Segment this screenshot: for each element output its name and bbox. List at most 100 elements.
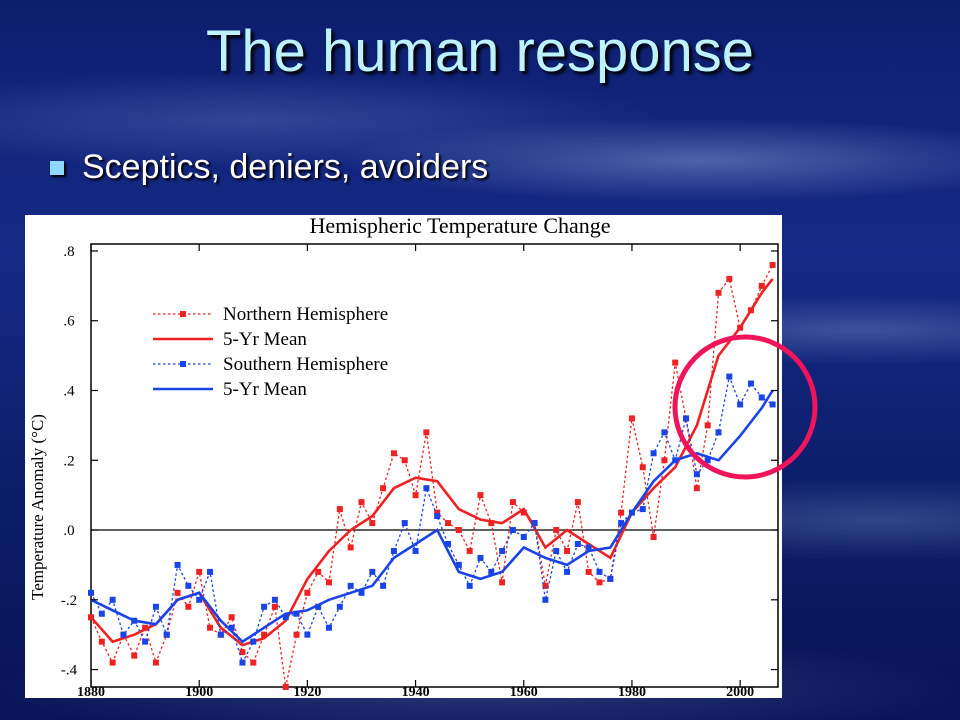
data-point-0	[596, 579, 603, 586]
data-point-2	[163, 631, 170, 638]
data-point-2	[618, 520, 625, 527]
data-point-0	[715, 289, 722, 296]
data-point-0	[282, 684, 289, 690]
y-tick-label: .8	[63, 244, 74, 260]
x-tick-label: 1980	[618, 685, 646, 698]
data-point-0	[261, 631, 268, 638]
data-point-2	[228, 624, 235, 631]
data-point-2	[217, 631, 224, 638]
data-point-2	[509, 527, 516, 534]
data-point-2	[412, 547, 419, 554]
y-tick-label: .6	[63, 314, 75, 330]
data-point-2	[531, 520, 538, 527]
x-tick-label: 1960	[510, 685, 538, 698]
data-point-2	[304, 631, 311, 638]
x-tick-label: 1900	[185, 685, 213, 698]
data-point-0	[401, 457, 408, 464]
data-point-2	[282, 614, 289, 621]
data-point-2	[434, 513, 441, 520]
data-point-2	[726, 373, 733, 380]
data-point-0	[142, 624, 149, 631]
data-point-0	[769, 261, 776, 268]
data-point-2	[142, 638, 149, 645]
legend-label: Southern Hemisphere	[223, 354, 388, 375]
y-tick-label: -.4	[61, 663, 78, 679]
chart-panel: Hemispheric Temperature Change Temperatu…	[25, 215, 782, 698]
data-point-0	[239, 649, 246, 656]
data-point-0	[553, 527, 560, 534]
legend-marker	[180, 311, 186, 317]
data-point-2	[488, 568, 495, 575]
data-point-2	[152, 603, 159, 610]
data-point-2	[596, 568, 603, 575]
y-axis-label: Temperature Anomaly (°C)	[28, 414, 47, 600]
data-point-0	[509, 499, 516, 506]
data-point-0	[574, 499, 581, 506]
data-point-0	[477, 492, 484, 499]
y-tick-label: .0	[63, 523, 74, 539]
data-point-2	[564, 568, 571, 575]
data-point-2	[542, 596, 549, 603]
data-point-0	[250, 659, 257, 666]
data-point-0	[628, 415, 635, 422]
data-point-2	[109, 596, 116, 603]
data-point-0	[369, 520, 376, 527]
data-point-2	[683, 415, 690, 422]
data-point-0	[293, 631, 300, 638]
data-point-0	[639, 464, 646, 471]
data-point-2	[423, 485, 430, 492]
legend-label: 5-Yr Mean	[223, 329, 307, 350]
data-point-2	[715, 429, 722, 436]
x-tick-label: 1940	[402, 685, 430, 698]
data-point-0	[455, 527, 462, 534]
data-point-2	[185, 582, 192, 589]
data-point-0	[196, 568, 203, 575]
data-point-0	[499, 579, 506, 586]
data-point-0	[390, 450, 397, 457]
series-line-0	[90, 264, 774, 688]
data-point-2	[207, 568, 214, 575]
data-point-2	[737, 401, 744, 408]
data-point-0	[412, 492, 419, 499]
data-point-2	[380, 582, 387, 589]
data-point-2	[401, 520, 408, 527]
data-point-0	[661, 457, 668, 464]
y-tick-label: -.2	[61, 593, 77, 609]
legend-marker	[180, 361, 186, 367]
data-point-0	[434, 509, 441, 516]
data-point-0	[618, 509, 625, 516]
data-point-2	[466, 582, 473, 589]
data-point-0	[445, 520, 452, 527]
data-point-2	[98, 610, 105, 617]
data-point-0	[109, 659, 116, 666]
data-point-0	[488, 520, 495, 527]
y-tick-label: .2	[63, 453, 74, 469]
data-point-0	[228, 614, 235, 621]
x-tick-label: 1880	[77, 685, 105, 698]
data-point-2	[196, 596, 203, 603]
data-point-2	[88, 589, 94, 596]
data-point-2	[326, 624, 333, 631]
data-point-0	[564, 547, 571, 554]
data-point-2	[369, 568, 376, 575]
data-point-2	[585, 544, 592, 551]
data-point-0	[304, 589, 311, 596]
data-point-2	[336, 603, 343, 610]
data-point-2	[499, 547, 506, 554]
series-line-1	[90, 278, 774, 647]
data-point-0	[185, 603, 192, 610]
data-point-0	[726, 275, 733, 282]
data-point-0	[672, 359, 679, 366]
data-point-0	[585, 568, 592, 575]
data-point-2	[315, 603, 322, 610]
data-point-2	[553, 547, 560, 554]
data-point-2	[639, 506, 646, 513]
data-point-2	[250, 638, 257, 645]
data-point-0	[542, 582, 549, 589]
data-point-2	[455, 561, 462, 568]
data-point-0	[693, 485, 700, 492]
data-point-0	[380, 485, 387, 492]
bullet-point: Sceptics, deniers, avoiders	[50, 148, 488, 187]
data-point-0	[98, 638, 105, 645]
data-point-0	[758, 282, 765, 289]
